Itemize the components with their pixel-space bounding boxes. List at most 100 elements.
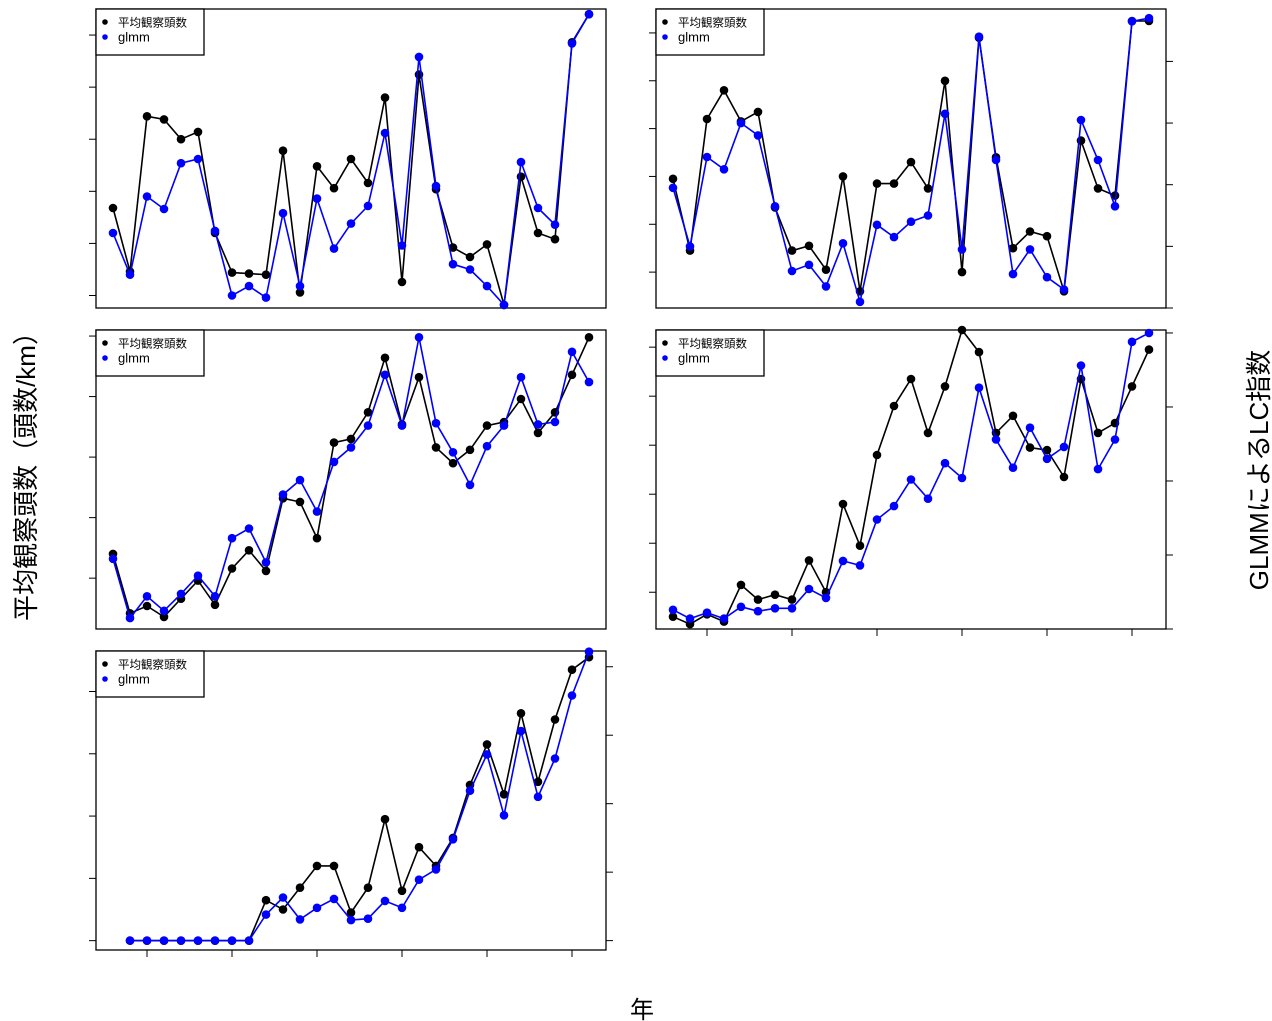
y-axis-label-left: 平均観察頭数（頭数/km） bbox=[11, 319, 41, 621]
data-point-glmm bbox=[193, 154, 203, 164]
data-point-glmm bbox=[176, 589, 186, 599]
series-line-glmm bbox=[130, 651, 590, 942]
legend-marker-avg bbox=[102, 19, 108, 25]
data-point-avg bbox=[210, 600, 220, 610]
data-point-glmm bbox=[736, 602, 746, 612]
data-point-glmm bbox=[414, 875, 424, 884]
data-point-glmm bbox=[923, 211, 933, 220]
data-point-avg bbox=[312, 162, 322, 171]
data-point-glmm bbox=[465, 480, 475, 490]
data-point-glmm bbox=[584, 377, 594, 387]
data-point-avg bbox=[142, 601, 152, 611]
data-point-glmm bbox=[821, 282, 831, 291]
data-point-glmm bbox=[872, 515, 882, 524]
data-point-avg bbox=[889, 179, 899, 188]
data-point-glmm bbox=[753, 606, 763, 616]
data-point-avg bbox=[533, 228, 543, 238]
data-point-avg bbox=[329, 183, 339, 193]
data-point-glmm bbox=[431, 181, 441, 191]
legend-box bbox=[655, 8, 765, 56]
legend-label-glmm: glmm bbox=[678, 30, 710, 45]
data-point-glmm bbox=[668, 183, 678, 193]
data-point-avg bbox=[753, 107, 763, 117]
data-point-glmm bbox=[431, 865, 441, 874]
data-point-glmm bbox=[380, 896, 390, 906]
data-point-glmm bbox=[210, 936, 220, 945]
data-point-avg bbox=[838, 172, 848, 181]
data-point-avg bbox=[516, 709, 526, 718]
data-point-glmm bbox=[193, 936, 203, 945]
data-point-avg bbox=[482, 740, 492, 749]
data-point-glmm bbox=[1110, 435, 1120, 444]
data-point-glmm bbox=[770, 604, 780, 613]
data-point-glmm bbox=[176, 158, 186, 168]
data-point-glmm bbox=[346, 219, 356, 228]
data-point-glmm bbox=[448, 448, 458, 457]
legend-marker-glmm bbox=[102, 676, 108, 682]
data-point-glmm bbox=[685, 242, 695, 251]
data-point-glmm bbox=[567, 39, 577, 48]
data-point-avg bbox=[804, 556, 814, 565]
data-point-glmm bbox=[380, 370, 390, 380]
data-point-avg bbox=[261, 566, 271, 576]
data-point-avg bbox=[770, 590, 780, 599]
plot-frame bbox=[655, 329, 1167, 630]
data-point-avg bbox=[1093, 184, 1103, 193]
data-point-glmm bbox=[159, 204, 169, 214]
data-point-avg bbox=[1144, 345, 1154, 354]
data-point-avg bbox=[1110, 191, 1120, 200]
data-point-glmm bbox=[448, 259, 458, 269]
data-point-glmm bbox=[974, 32, 984, 41]
data-point-avg bbox=[872, 179, 882, 188]
data-point-avg bbox=[550, 715, 560, 724]
data-point-glmm bbox=[804, 584, 814, 594]
data-point-avg bbox=[482, 240, 492, 249]
data-point-glmm bbox=[940, 458, 950, 468]
data-point-glmm bbox=[1144, 13, 1154, 23]
data-point-avg bbox=[159, 115, 169, 124]
data-point-glmm bbox=[1042, 454, 1052, 464]
data-point-glmm bbox=[142, 592, 152, 601]
data-point-glmm bbox=[1076, 115, 1086, 125]
data-point-glmm bbox=[1008, 269, 1018, 279]
legend-marker-glmm bbox=[662, 34, 668, 40]
data-point-glmm bbox=[957, 245, 967, 254]
data-point-avg bbox=[397, 277, 407, 287]
data-point-avg bbox=[1025, 443, 1035, 452]
data-point-glmm bbox=[499, 811, 509, 820]
data-point-glmm bbox=[397, 903, 407, 913]
data-point-avg bbox=[567, 665, 577, 674]
data-point-avg bbox=[380, 814, 390, 824]
data-point-glmm bbox=[295, 915, 305, 924]
data-point-avg bbox=[957, 325, 967, 335]
data-point-glmm bbox=[108, 554, 118, 564]
data-point-avg bbox=[533, 777, 543, 787]
data-point-glmm bbox=[125, 613, 135, 623]
data-point-avg bbox=[227, 564, 237, 573]
data-point-glmm bbox=[533, 420, 543, 429]
data-point-glmm bbox=[176, 936, 186, 945]
data-point-glmm bbox=[278, 893, 288, 902]
data-point-glmm bbox=[753, 131, 763, 140]
data-point-glmm bbox=[363, 201, 373, 211]
data-point-avg bbox=[1008, 243, 1018, 253]
y-axis-label-right: GLMMによるLC指数 bbox=[1244, 350, 1272, 590]
data-point-avg bbox=[804, 241, 814, 251]
data-point-avg bbox=[923, 184, 933, 193]
data-point-glmm bbox=[499, 421, 509, 430]
data-point-avg bbox=[668, 174, 678, 184]
data-point-avg bbox=[312, 533, 322, 543]
data-point-avg bbox=[940, 382, 950, 391]
data-point-avg bbox=[142, 112, 152, 121]
data-point-glmm bbox=[346, 915, 356, 925]
data-point-glmm bbox=[736, 118, 746, 128]
data-point-glmm bbox=[821, 593, 831, 603]
data-point-avg bbox=[448, 243, 458, 252]
data-point-avg bbox=[787, 246, 797, 255]
legend-box bbox=[95, 329, 205, 377]
data-point-glmm bbox=[685, 614, 695, 623]
data-point-avg bbox=[855, 541, 865, 550]
data-point-glmm bbox=[787, 266, 797, 276]
data-point-avg bbox=[584, 333, 594, 342]
